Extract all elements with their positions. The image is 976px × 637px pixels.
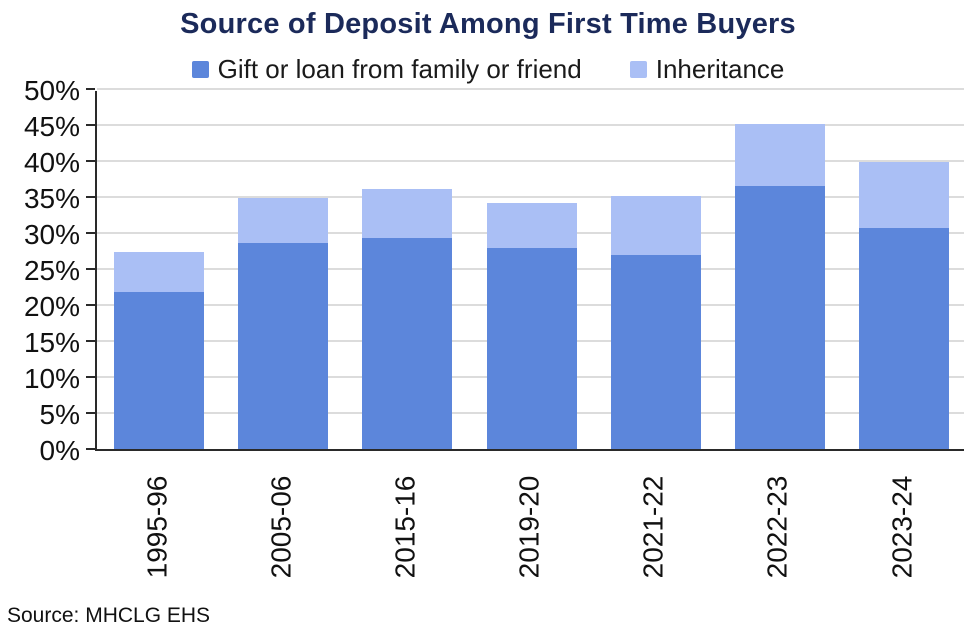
bar-segment-gift [486, 248, 577, 449]
y-axis-tick-label: 0% [39, 435, 80, 466]
x-axis-category-text: 2005-06 [265, 475, 297, 579]
x-axis-category-label: 2021-22 [592, 458, 716, 596]
x-axis-category-text: 2015-16 [389, 475, 421, 579]
bar-segment-gift [238, 243, 329, 449]
y-axis-tick [86, 412, 95, 414]
bar-segment-gift [734, 186, 825, 449]
bar-segment-inheritance [114, 252, 205, 293]
bar-2023-24 [858, 162, 949, 449]
bar-2005-06 [238, 198, 329, 449]
x-axis-category-label: 2005-06 [219, 458, 343, 596]
x-axis-category-text: 2022-23 [761, 475, 793, 579]
bar-segment-inheritance [362, 189, 453, 239]
y-axis-tick [86, 232, 95, 234]
y-axis-tick-label: 5% [39, 399, 80, 430]
x-axis-labels: 1995-96 2005-06 2015-16 2019-20 2021-22 2022-… [95, 458, 964, 596]
gridline [97, 160, 964, 162]
chart-title: Source of Deposit Among First Time Buyer… [180, 8, 796, 40]
y-axis-tick-label: 30% [23, 219, 80, 250]
bar-segment-inheritance [238, 198, 329, 244]
y-axis-tick [86, 268, 95, 270]
x-axis-category-label: 2019-20 [467, 458, 591, 596]
gridline [97, 88, 964, 90]
bar-1995-96 [114, 252, 205, 449]
legend-item-gift: Gift or loan from family or friend [191, 54, 582, 85]
bar-segment-inheritance [610, 195, 701, 255]
gridline [97, 196, 964, 198]
source-note: Source: MHCLG EHS [7, 604, 211, 627]
y-axis-tick-label: 45% [23, 111, 80, 142]
legend-item-inheritance: Inheritance [629, 54, 785, 85]
bar-segment-inheritance [734, 124, 825, 187]
x-axis-category-label: 2015-16 [343, 458, 467, 596]
y-axis-tick-label: 15% [23, 327, 80, 358]
inheritance-series-swatch-icon [629, 61, 647, 78]
legend-label-inheritance: Inheritance [655, 54, 785, 84]
bar-segment-inheritance [858, 162, 949, 228]
bar-2022-23 [734, 124, 825, 449]
bar-segment-gift [362, 238, 453, 449]
x-axis-category-text: 2019-20 [513, 475, 545, 579]
y-axis-tick-label: 35% [23, 183, 80, 214]
gridline [97, 124, 964, 126]
y-axis-tick [86, 196, 95, 198]
x-axis-category-text: 2021-22 [637, 475, 669, 579]
bar-segment-inheritance [486, 202, 577, 249]
x-axis-category-label: 1995-96 [95, 458, 219, 596]
y-axis-tick-label: 50% [23, 75, 80, 106]
gift-series-swatch-icon [191, 61, 209, 78]
bar-2019-20 [486, 202, 577, 449]
bar-segment-gift [610, 254, 701, 449]
plot-area [86, 88, 964, 451]
bar-segment-gift [114, 292, 205, 449]
x-axis-category-label: 2022-23 [716, 458, 840, 596]
bar-segment-gift [858, 227, 949, 449]
y-axis-tick [86, 88, 95, 90]
y-axis-tick [86, 448, 95, 450]
y-axis-tick [86, 124, 95, 126]
y-axis-tick [86, 376, 95, 378]
chart-legend: Gift or loan from family or friend Inher… [0, 54, 976, 85]
x-axis-category-label: 2023-24 [840, 458, 964, 596]
bar-2015-16 [362, 189, 453, 449]
y-axis-tick [86, 304, 95, 306]
x-axis-category-text: 2023-24 [885, 475, 917, 579]
bar-2021-22 [610, 195, 701, 449]
y-axis-tick-label: 20% [23, 291, 80, 322]
y-axis-tick-label: 10% [23, 363, 80, 394]
y-axis-tick [86, 340, 95, 342]
x-axis-category-text: 1995-96 [141, 475, 173, 579]
y-axis-tick-label: 40% [23, 147, 80, 178]
legend-label-gift: Gift or loan from family or friend [217, 54, 582, 84]
y-axis-tick [86, 160, 95, 162]
y-axis-tick-label: 25% [23, 255, 80, 286]
